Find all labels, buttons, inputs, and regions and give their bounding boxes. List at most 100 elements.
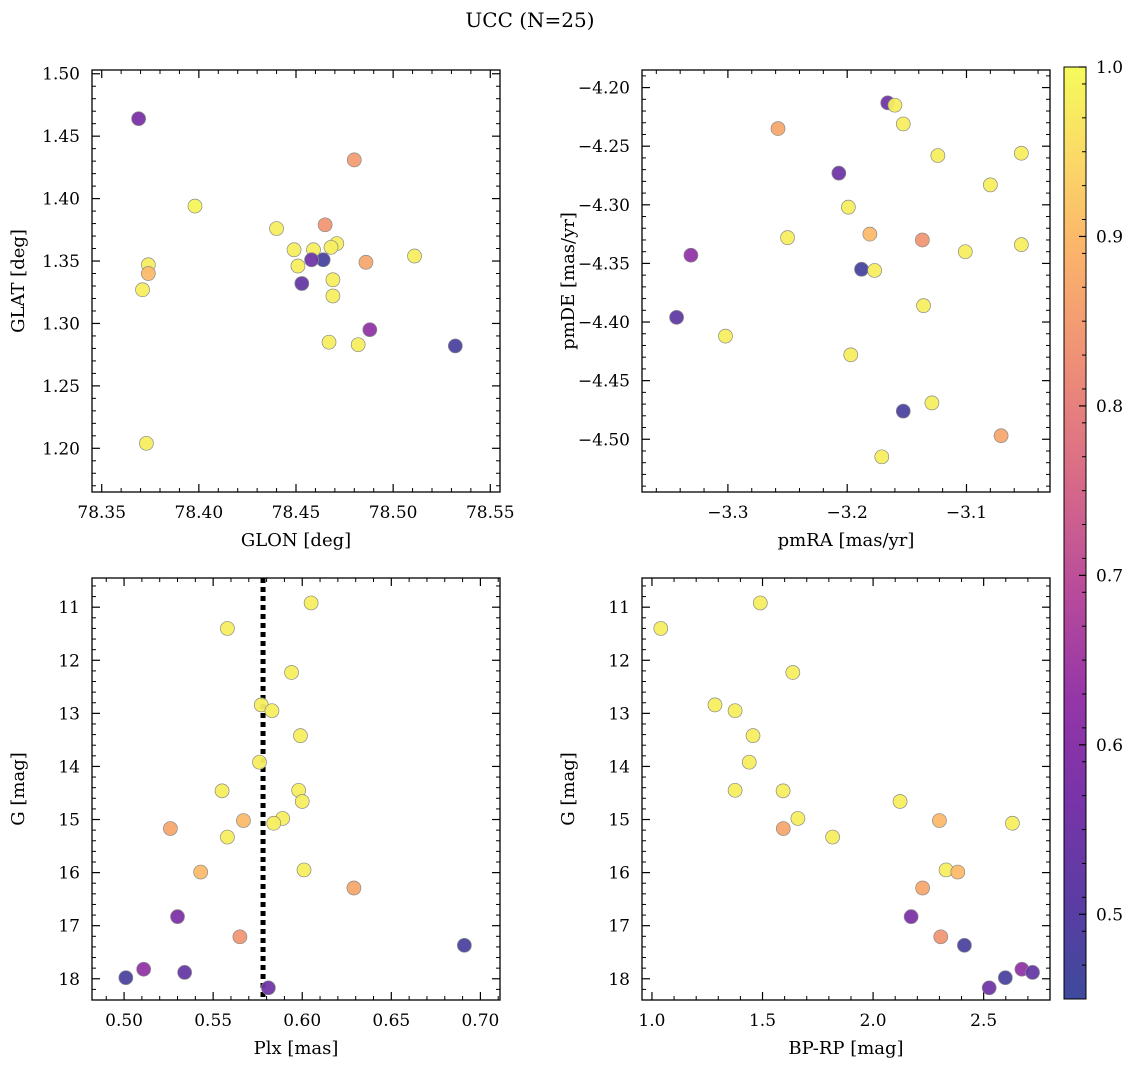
data-point	[407, 248, 422, 264]
y-axis-label: G [mag]	[558, 752, 579, 825]
axes-frame	[91, 69, 501, 493]
data-point	[983, 177, 998, 193]
data-point	[653, 621, 669, 636]
data-point	[1014, 145, 1029, 161]
y-axis-label: GLAT [deg]	[8, 229, 29, 333]
data-point	[669, 309, 684, 325]
data-point	[170, 909, 185, 925]
data-point	[915, 232, 930, 248]
data-point	[118, 970, 134, 986]
data-point	[841, 199, 856, 215]
data-point	[323, 239, 339, 255]
data-point	[785, 665, 801, 680]
y-axis-label: G [mag]	[8, 752, 29, 825]
data-point	[752, 595, 768, 611]
data-point	[831, 165, 847, 181]
scatter-points	[118, 595, 472, 996]
data-point	[136, 961, 152, 977]
data-point	[325, 288, 341, 304]
data-point	[163, 821, 178, 836]
figure-title: UCC (N=25)	[465, 8, 594, 32]
data-point	[1005, 815, 1020, 831]
data-point	[261, 980, 276, 996]
data-point	[139, 435, 154, 451]
data-point	[775, 783, 791, 799]
y-tick-label: 16	[608, 864, 630, 884]
data-point	[993, 428, 1009, 444]
y-tick-label: 15	[58, 811, 80, 831]
x-tick-label: 0.65	[372, 1011, 410, 1031]
y-tick-label: 17	[608, 917, 630, 937]
data-point	[862, 226, 878, 242]
data-point	[707, 697, 723, 713]
y-tick-label: −4.35	[578, 254, 630, 274]
data-point	[269, 221, 284, 236]
y-tick-label: 18	[58, 970, 80, 990]
data-point	[790, 811, 806, 826]
y-tick-label: 1.35	[42, 252, 80, 272]
x-axis-label: BP-RP [mag]	[788, 1038, 903, 1059]
scatter-points	[653, 595, 1040, 996]
data-point	[933, 929, 949, 945]
panel-cmd: 1.0 1.5 2.0 2.5 11 12 13 14 15 16 17 18 BP-RP [mag] G…	[558, 577, 1051, 1059]
data-point	[187, 198, 203, 214]
data-point	[718, 328, 733, 344]
data-point	[825, 829, 840, 845]
x-tick-label: 0.50	[105, 1011, 143, 1031]
colorbar-gradient	[1063, 66, 1087, 1000]
data-point	[321, 334, 337, 350]
data-point	[131, 111, 146, 127]
data-point	[294, 794, 310, 809]
panel-pm: −3.3 −3.2 −3.1 −4.50 −4.45 −4.40 −4.35 −4.30 −4.…	[558, 69, 1051, 551]
data-point	[358, 254, 374, 270]
data-point	[346, 880, 362, 896]
data-point	[727, 703, 743, 719]
data-point	[903, 909, 919, 925]
data-point	[193, 864, 209, 880]
y-tick-label: 14	[58, 757, 80, 777]
panel-plx_g: 0.50 0.55 0.60 0.65 0.70 11 12 13 14 15 16 17 18 Plx …	[8, 577, 501, 1059]
data-point	[854, 261, 869, 277]
x-axis-label: GLON [deg]	[241, 530, 351, 551]
y-tick-label: 12	[58, 651, 80, 671]
y-tick-label: 1.50	[42, 65, 80, 85]
data-point	[177, 965, 192, 980]
data-point	[867, 263, 882, 278]
x-tick-label: 2.0	[860, 1011, 887, 1031]
x-tick-label: −3.1	[946, 503, 987, 523]
y-tick-label: 1.25	[42, 377, 80, 397]
axes-frame	[641, 69, 1051, 493]
data-point	[932, 813, 947, 828]
data-point	[1014, 237, 1029, 253]
data-point	[997, 970, 1013, 986]
data-point	[957, 937, 972, 953]
data-point	[1025, 965, 1040, 980]
data-point	[727, 782, 743, 798]
data-point	[214, 783, 230, 799]
y-tick-label: 13	[608, 704, 630, 724]
data-point	[264, 703, 280, 719]
data-point	[924, 395, 940, 411]
y-tick-label: 1.40	[42, 190, 80, 210]
x-tick-label: 2.5	[970, 1011, 997, 1031]
y-tick-label: 11	[608, 598, 630, 618]
data-point	[775, 821, 791, 836]
scatter-points	[669, 95, 1029, 465]
minor-ticks	[642, 70, 1050, 492]
y-tick-label: 1.30	[42, 314, 80, 334]
data-point	[284, 665, 299, 680]
x-tick-label: 78.35	[77, 503, 126, 523]
data-point	[325, 272, 341, 288]
colorbar-tick-label: 0.6	[1096, 736, 1123, 756]
data-point	[346, 152, 362, 168]
y-tick-label: 16	[58, 864, 80, 884]
data-point	[286, 242, 302, 258]
x-axis-label: Plx [mas]	[254, 1038, 339, 1059]
panel-glon_glat: 78.35 78.40 78.45 78.50 78.55 1.20 1.25 1.30 1.3…	[8, 65, 515, 551]
data-point	[296, 862, 312, 878]
data-point	[303, 595, 319, 611]
data-point	[874, 449, 890, 465]
data-point	[895, 116, 911, 132]
y-tick-label: 14	[608, 757, 630, 777]
x-tick-label: −3.2	[827, 503, 868, 523]
